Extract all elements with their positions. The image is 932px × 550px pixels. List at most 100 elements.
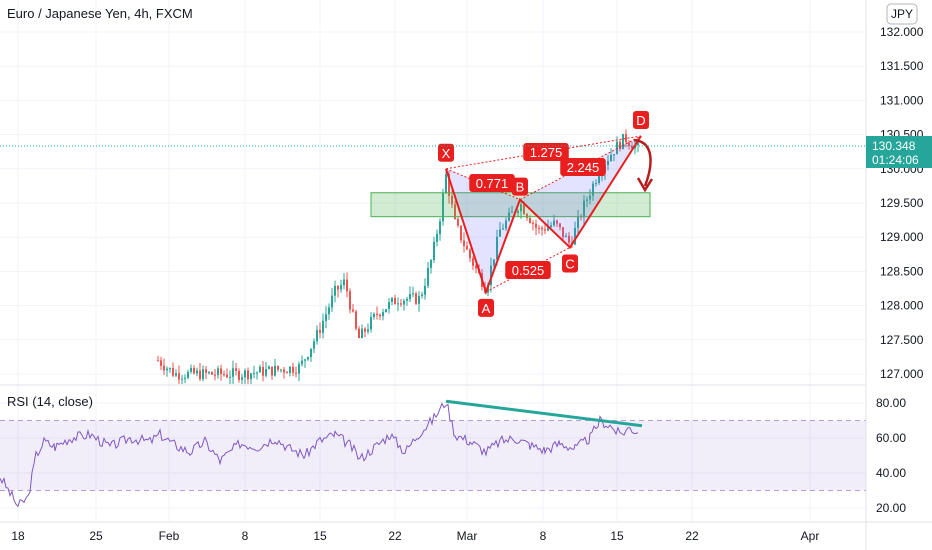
- pattern-ratio-label: 2.245: [560, 158, 606, 176]
- candle-body: [238, 370, 240, 380]
- candle-body: [613, 154, 615, 156]
- candle-body: [178, 373, 180, 380]
- candle-body: [505, 220, 507, 229]
- price-axis[interactable]: 132.000131.500131.000130.500130.000129.5…: [880, 25, 924, 381]
- candle-body: [454, 204, 456, 220]
- rsi-label: RSI (14, close): [7, 394, 93, 409]
- chart-title: Euro / Japanese Yen, 4h, FXCM: [7, 6, 193, 21]
- candle-body: [319, 329, 321, 333]
- price-axis-label: 129.500: [880, 196, 924, 210]
- candle-body: [562, 227, 564, 238]
- candle-body: [280, 369, 282, 371]
- zone-rectangle[interactable]: [370, 192, 651, 218]
- candle-body: [199, 370, 201, 380]
- candle-body: [187, 371, 189, 378]
- candle-body: [376, 313, 378, 315]
- candle-body: [610, 155, 612, 162]
- svg-text:0.771: 0.771: [476, 176, 509, 191]
- time-axis-label: 8: [242, 529, 249, 543]
- candle-body: [268, 366, 270, 370]
- svg-text:X: X: [442, 146, 451, 161]
- rsi-axis-label: 20.00: [876, 501, 906, 515]
- svg-text:1.275: 1.275: [530, 145, 563, 160]
- candle-body: [469, 249, 471, 259]
- candle-body: [463, 240, 465, 246]
- candle-body: [424, 285, 426, 295]
- candle-body: [181, 378, 183, 380]
- rsi-overbought-oversold-band: [0, 420, 866, 491]
- candle-body: [565, 235, 567, 238]
- pattern-ratio-label: 0.771: [469, 174, 515, 192]
- candle-body: [298, 364, 300, 374]
- candle-body: [457, 219, 459, 226]
- candle-body: [361, 328, 363, 339]
- price-axis-label: 128.000: [880, 299, 924, 313]
- candle-body: [400, 303, 402, 305]
- candle-body: [226, 374, 228, 378]
- candle-body: [172, 368, 174, 376]
- candle-body: [541, 227, 543, 230]
- rsi-axis-label: 40.00: [876, 466, 906, 480]
- candle-body: [205, 369, 207, 373]
- pattern-point-c[interactable]: C: [562, 254, 578, 273]
- candle-body: [502, 228, 504, 230]
- candle-body: [295, 372, 297, 374]
- candle-body: [250, 373, 252, 380]
- candle-body: [568, 235, 570, 243]
- candle-body: [559, 223, 561, 228]
- candle-body: [433, 241, 435, 261]
- candle-body: [163, 365, 165, 371]
- candle-body: [337, 285, 339, 290]
- candle-body: [466, 245, 468, 250]
- candle-body: [493, 259, 495, 266]
- time-axis-label: 25: [89, 529, 103, 543]
- candle-body: [244, 370, 246, 378]
- reversal-arrow[interactable]: [633, 138, 654, 193]
- rsi-divergence-line[interactable]: [445, 399, 643, 428]
- time-axis-label: 22: [388, 529, 402, 543]
- harmonic-pattern[interactable]: X A B C D 0.771 0.525 2.245 1.275: [438, 110, 654, 317]
- candle-body: [316, 329, 318, 342]
- candle-body: [355, 311, 357, 329]
- pattern-point-d[interactable]: D: [633, 110, 649, 129]
- candle-body: [535, 223, 537, 228]
- candle-body: [223, 374, 225, 376]
- candle-body: [265, 369, 267, 376]
- supply-zone[interactable]: [370, 192, 651, 218]
- pattern-point-x[interactable]: X: [438, 143, 454, 162]
- candle-body: [262, 366, 264, 376]
- candle-body: [385, 309, 387, 313]
- time-axis[interactable]: 18 25 Feb 8 15 22 Mar 8 15 22 Apr: [11, 529, 819, 543]
- candle-body: [193, 368, 195, 374]
- candle-body: [160, 360, 162, 366]
- candle-body: [253, 372, 255, 374]
- candle-body: [442, 193, 444, 222]
- candle-body: [475, 265, 477, 269]
- candle-body: [637, 142, 639, 146]
- pattern-ratio-label: 1.275: [523, 143, 569, 161]
- pattern-point-b[interactable]: B: [512, 177, 528, 196]
- candle-body: [409, 293, 411, 299]
- time-axis-label: Apr: [801, 529, 820, 543]
- price-axis-label: 131.000: [880, 93, 924, 107]
- candle-body: [523, 204, 525, 215]
- price-axis-label: 132.000: [880, 25, 924, 39]
- candle-body: [277, 365, 279, 370]
- svg-text:B: B: [516, 180, 525, 195]
- candle-body: [310, 348, 312, 358]
- currency-button[interactable]: JPY: [886, 3, 918, 25]
- candle-body: [595, 182, 597, 184]
- pattern-legs[interactable]: [445, 135, 642, 295]
- rsi-axis[interactable]: 80.00 60.00 40.00 20.00: [876, 396, 906, 515]
- pattern-point-a[interactable]: A: [478, 298, 494, 317]
- candle-body: [445, 174, 447, 194]
- candle-body: [496, 236, 498, 260]
- candle-body: [256, 372, 258, 374]
- candle-body: [190, 368, 192, 372]
- price-axis-label: 128.500: [880, 264, 924, 278]
- candle-body: [259, 366, 261, 373]
- price-axis-label: 131.500: [880, 59, 924, 73]
- candle-body: [241, 377, 243, 380]
- pattern-fill-xab: [446, 168, 520, 292]
